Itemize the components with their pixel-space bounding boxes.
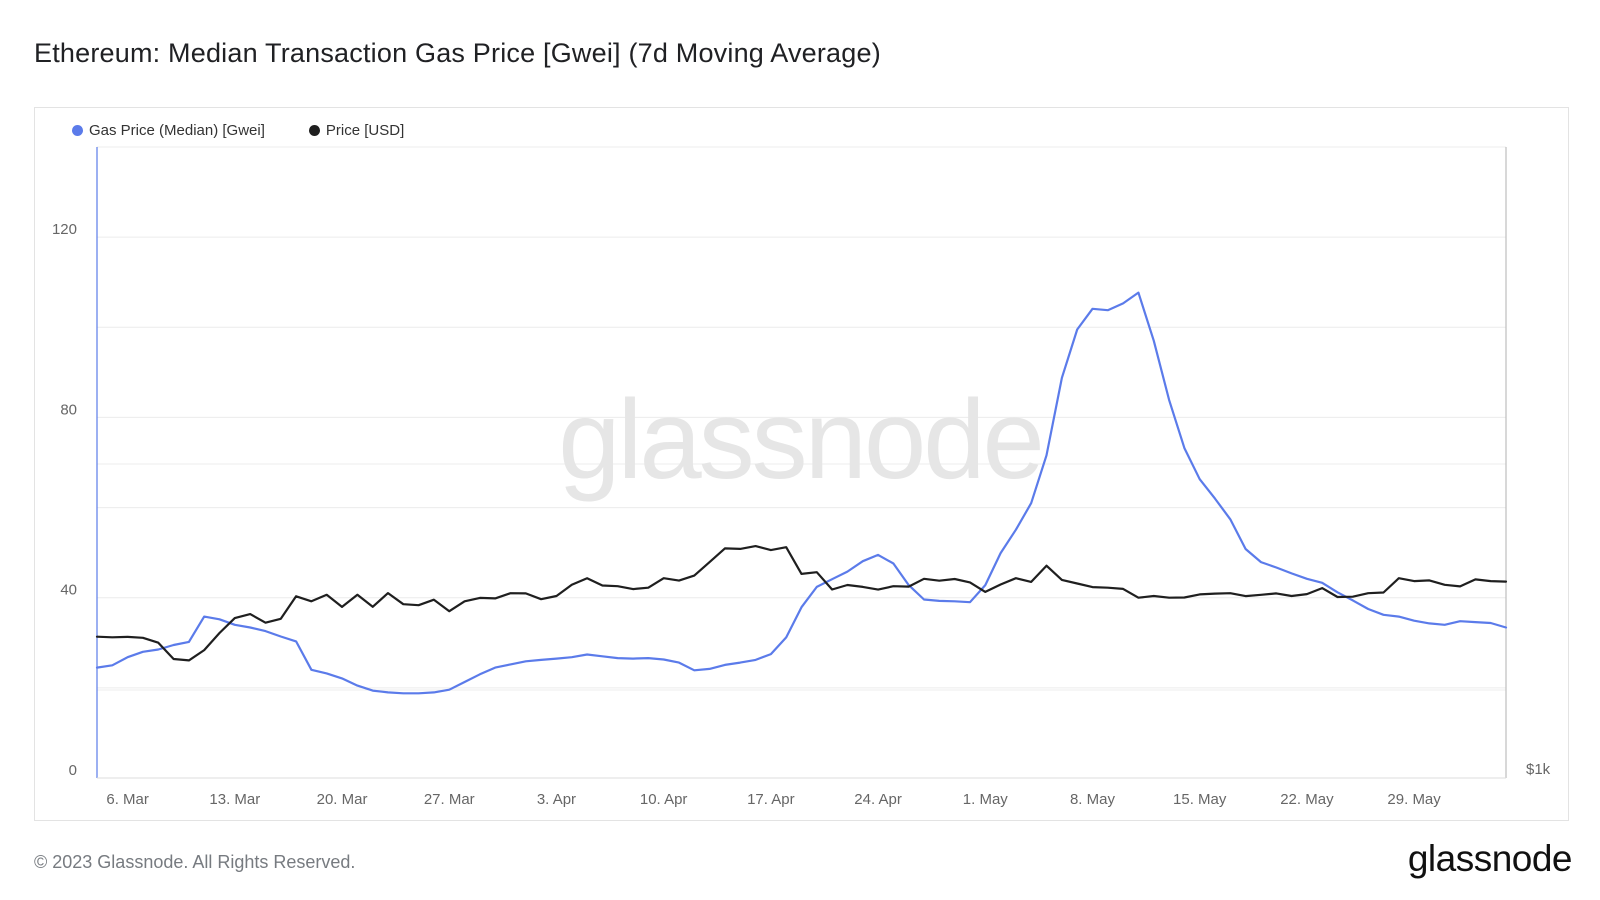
legend-label-gas: Gas Price (Median) [Gwei] [89, 122, 265, 139]
legend: Gas Price (Median) [Gwei] Price [USD] [72, 122, 404, 139]
y-tick-label: 0 [69, 762, 77, 779]
chart-frame [34, 107, 1569, 821]
x-tick-label: 1. May [963, 791, 1009, 808]
y-right-tick-label: $1k [1526, 761, 1551, 778]
y-tick-label: 40 [60, 582, 77, 599]
x-tick-label: 24. Apr [854, 791, 902, 808]
series-layer [95, 291, 1508, 695]
legend-item-price[interactable]: Price [USD] [308, 122, 405, 139]
x-tick-label: 20. Mar [317, 791, 368, 808]
y-tick-label: 120 [52, 221, 77, 238]
x-tick-label: 29. May [1387, 791, 1441, 808]
footer-copyright: © 2023 Glassnode. All Rights Reserved. [34, 852, 356, 872]
series-line-usd-price[interactable] [95, 544, 1508, 662]
x-tick-label: 8. May [1070, 791, 1116, 808]
legend-label-price: Price [USD] [325, 122, 405, 139]
x-tick-label: 3. Apr [537, 791, 576, 808]
legend-dot-price [308, 125, 320, 136]
watermark: glassnode [558, 377, 1042, 502]
x-tick-label: 6. Mar [106, 791, 149, 808]
chart-title: Ethereum: Median Transaction Gas Price [… [34, 38, 881, 68]
x-tick-label: 22. May [1280, 791, 1334, 808]
x-tick-label: 27. Mar [424, 791, 475, 808]
ticks-layer: 0 40 80 120 $1k 6. Mar 13. Mar 20. Mar 27. Mar 3.… [52, 221, 1551, 808]
y-tick-label: 80 [60, 401, 77, 418]
x-tick-label: 10. Apr [640, 791, 688, 808]
legend-item-gas[interactable]: Gas Price (Median) [Gwei] [72, 122, 265, 139]
x-tick-label: 15. May [1173, 791, 1227, 808]
x-tick-label: 13. Mar [209, 791, 260, 808]
legend-dot-gas [72, 125, 83, 136]
footer-logo[interactable]: glassnode [1407, 838, 1573, 879]
x-tick-label: 17. Apr [747, 791, 795, 808]
series-line-gas-price[interactable] [95, 291, 1508, 695]
axes-layer [96, 147, 1507, 779]
